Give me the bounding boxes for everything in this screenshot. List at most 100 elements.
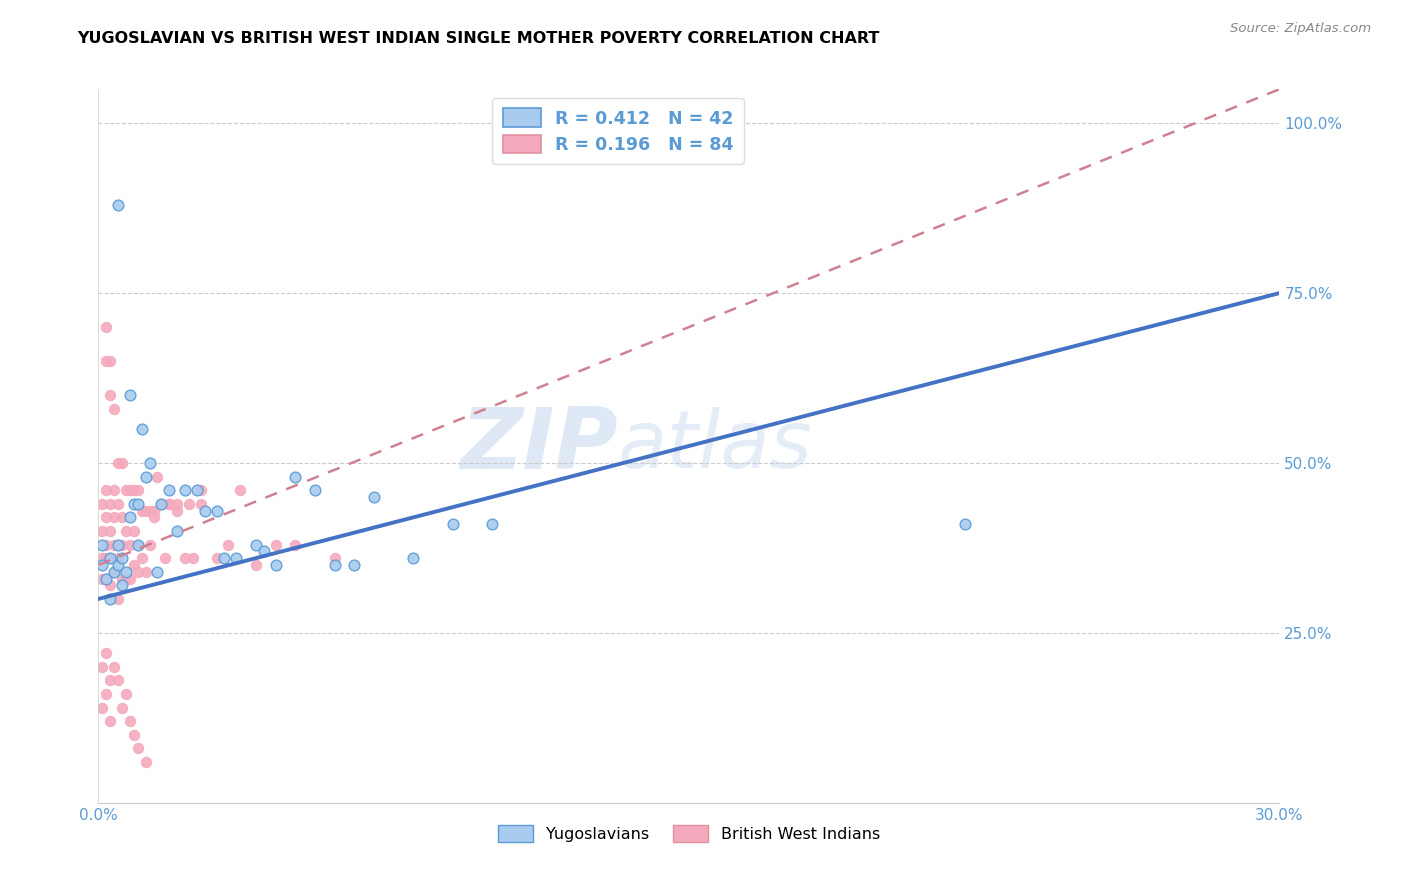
Point: [107, 497, 129, 511]
Point: [131, 503, 153, 517]
Point: [127, 537, 149, 551]
Point: [98, 551, 121, 566]
Point: [264, 537, 287, 551]
Point: [103, 660, 125, 674]
Point: [91, 524, 114, 538]
Point: [174, 483, 197, 498]
Point: [107, 198, 129, 212]
Point: [264, 558, 287, 572]
Point: [343, 558, 366, 572]
Point: [190, 483, 212, 498]
Point: [135, 503, 157, 517]
Point: [91, 558, 114, 572]
Point: [174, 551, 197, 566]
Point: [91, 572, 114, 586]
Text: ZIP: ZIP: [460, 404, 619, 488]
Point: [103, 401, 125, 416]
Point: [107, 591, 129, 606]
Point: [441, 517, 464, 532]
Point: [142, 503, 165, 517]
Point: [115, 565, 138, 579]
Point: [111, 510, 134, 524]
Point: [98, 714, 121, 729]
Point: [111, 551, 134, 566]
Point: [115, 572, 138, 586]
Point: [91, 537, 114, 551]
Point: [217, 537, 239, 551]
Text: Source: ZipAtlas.com: Source: ZipAtlas.com: [1230, 22, 1371, 36]
Point: [284, 537, 307, 551]
Point: [118, 510, 141, 524]
Point: [190, 497, 212, 511]
Point: [150, 497, 173, 511]
Point: [157, 483, 180, 498]
Point: [103, 537, 125, 551]
Point: [98, 551, 121, 566]
Point: [214, 551, 236, 566]
Point: [205, 551, 228, 566]
Point: [138, 456, 160, 470]
Point: [166, 524, 188, 538]
Point: [245, 558, 267, 572]
Point: [96, 483, 118, 498]
Point: [155, 551, 177, 566]
Point: [118, 714, 141, 729]
Point: [115, 483, 138, 498]
Point: [122, 524, 145, 538]
Point: [91, 660, 114, 674]
Point: [135, 565, 157, 579]
Text: atlas: atlas: [619, 407, 813, 485]
Point: [96, 572, 118, 586]
Point: [103, 483, 125, 498]
Point: [402, 551, 425, 566]
Point: [138, 537, 160, 551]
Point: [127, 483, 149, 498]
Point: [135, 469, 157, 483]
Point: [98, 388, 121, 402]
Point: [107, 456, 129, 470]
Point: [157, 497, 180, 511]
Legend: Yugoslavians, British West Indians: Yugoslavians, British West Indians: [492, 818, 886, 848]
Point: [127, 565, 149, 579]
Point: [166, 497, 188, 511]
Point: [481, 517, 503, 532]
Point: [194, 503, 217, 517]
Point: [107, 551, 129, 566]
Point: [127, 497, 149, 511]
Point: [127, 537, 149, 551]
Point: [186, 483, 208, 498]
Point: [157, 497, 180, 511]
Point: [284, 469, 307, 483]
Point: [229, 483, 252, 498]
Point: [150, 497, 173, 511]
Point: [122, 497, 145, 511]
Point: [118, 483, 141, 498]
Point: [115, 524, 138, 538]
Point: [122, 728, 145, 742]
Point: [107, 673, 129, 688]
Point: [166, 503, 188, 517]
Point: [146, 565, 169, 579]
Point: [181, 551, 204, 566]
Point: [111, 578, 134, 592]
Point: [111, 572, 134, 586]
Point: [118, 388, 141, 402]
Point: [131, 551, 153, 566]
Point: [363, 490, 385, 504]
Point: [122, 483, 145, 498]
Point: [96, 510, 118, 524]
Point: [96, 551, 118, 566]
Point: [138, 503, 160, 517]
Point: [115, 687, 138, 701]
Point: [111, 537, 134, 551]
Point: [96, 537, 118, 551]
Point: [98, 578, 121, 592]
Point: [127, 741, 149, 756]
Point: [98, 591, 121, 606]
Point: [91, 700, 114, 714]
Point: [107, 558, 129, 572]
Point: [953, 517, 976, 532]
Point: [323, 558, 346, 572]
Point: [146, 469, 169, 483]
Point: [253, 544, 276, 558]
